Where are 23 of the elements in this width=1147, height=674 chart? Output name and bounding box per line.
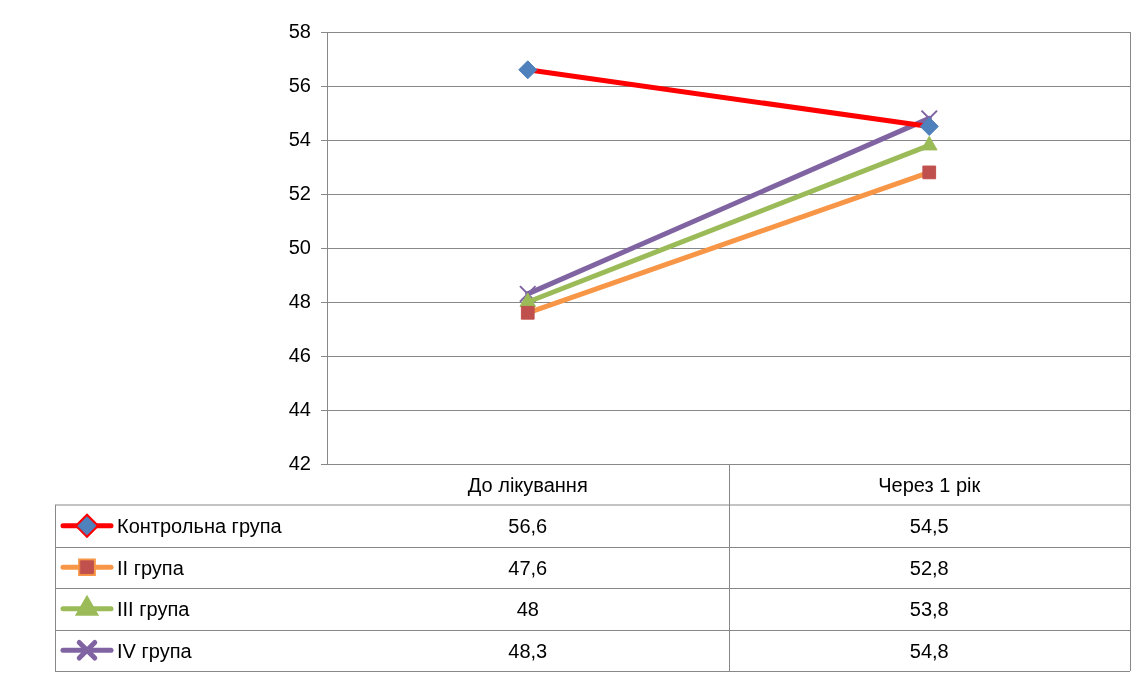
legend-label: II група (117, 556, 185, 579)
data-label: 52,8 (909, 556, 949, 579)
y-tick-label: 48 (288, 289, 311, 312)
y-tick-label: 56 (288, 73, 311, 96)
legend-label: Контрольна група (117, 515, 283, 538)
data-label: 47,6 (508, 556, 548, 579)
legend-label: III група (117, 598, 191, 621)
y-tick-label: 50 (288, 235, 311, 258)
y-tick-label: 42 (288, 451, 311, 474)
y-tick-label: 46 (288, 343, 311, 366)
data-label: 54,5 (909, 515, 949, 538)
y-tick-label: 54 (288, 127, 311, 150)
data-label: 53,8 (909, 598, 949, 621)
x-tick-label: Через 1 рік (878, 474, 981, 497)
legend-label: IV група (117, 639, 193, 662)
data-label: 54,8 (909, 639, 949, 662)
y-tick-label: 58 (288, 19, 311, 42)
data-label: 48,3 (508, 639, 548, 662)
x-tick-label: До лікування (467, 474, 588, 497)
y-tick-label: 44 (288, 397, 311, 420)
data-label: 56,6 (508, 515, 548, 538)
y-tick-label: 52 (288, 181, 311, 204)
data-label: 48 (516, 598, 539, 621)
